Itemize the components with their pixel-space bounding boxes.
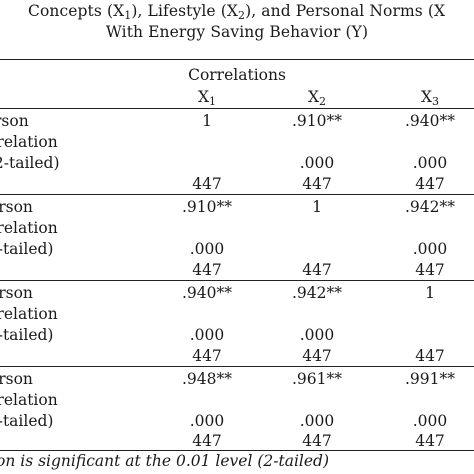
row-label-sig: . 2-tailed) — [0, 326, 54, 344]
cell-pearson-r2-x3: .942** — [404, 198, 455, 216]
row-label-pearson: arson — [0, 370, 33, 388]
cell-n-r1-x1: 447 — [192, 175, 222, 193]
cell-n-r3-x3: 447 — [415, 347, 445, 365]
row-label-correlation: rrelation — [0, 391, 58, 409]
cell-sig-r4-x3: .000 — [412, 412, 448, 430]
cell-n-r4-x1: 447 — [192, 432, 222, 450]
table-title-line-1: Concepts (X1), Lifestyle (X2), and Perso… — [28, 2, 446, 22]
row-label-correlation: rrelation — [0, 219, 58, 237]
column-header-x3: X3 — [420, 88, 440, 108]
row-label-sig: . (2-tailed) — [0, 154, 60, 172]
cell-pearson-r3-x2: .942** — [291, 284, 342, 302]
row-label-correlation: rrelation — [0, 305, 58, 323]
cell-n-r3-x2: 447 — [302, 347, 332, 365]
block-rule-2 — [0, 280, 474, 281]
cell-pearson-r3-x1: .940** — [181, 284, 232, 302]
table-caption: Correlations — [188, 66, 286, 84]
row-label-pearson: rson — [0, 112, 29, 130]
row-label-correlation: rrelation — [0, 133, 58, 151]
cell-pearson-r4-x2: .961** — [291, 370, 342, 388]
cell-n-r2-x2: 447 — [302, 261, 332, 279]
cell-n-r2-x3: 447 — [415, 261, 445, 279]
row-label-pearson: arson — [0, 284, 33, 302]
block-rule-3 — [0, 366, 474, 367]
row-label-sig: . 2-tailed) — [0, 240, 54, 258]
cell-sig-r4-x2: .000 — [299, 412, 335, 430]
cell-pearson-r2-x2: 1 — [312, 198, 322, 216]
cell-n-r2-x1: 447 — [192, 261, 222, 279]
cell-sig-r2-x1: .000 — [189, 240, 225, 258]
cell-n-r1-x3: 447 — [415, 175, 445, 193]
column-header-x2: X2 — [307, 88, 327, 108]
bottom-rule — [0, 450, 474, 451]
cell-sig-r4-x1: .000 — [189, 412, 225, 430]
cell-n-r3-x1: 447 — [192, 347, 222, 365]
cell-pearson-r1-x3: .940** — [404, 112, 455, 130]
cell-pearson-r1-x1: 1 — [202, 112, 212, 130]
row-label-sig: . 2-tailed) — [0, 412, 54, 430]
block-rule-1 — [0, 194, 474, 195]
cell-n-r4-x3: 447 — [415, 432, 445, 450]
row-label-pearson: arson — [0, 198, 33, 216]
table-title-line-2: With Energy Saving Behavior (Y) — [105, 23, 369, 41]
cell-sig-r3-x1: .000 — [189, 326, 225, 344]
table-footnote: on is significant at the 0.01 level (2-t… — [0, 452, 330, 470]
cell-n-r1-x2: 447 — [302, 175, 332, 193]
cell-sig-r3-x2: .000 — [299, 326, 335, 344]
cell-sig-r1-x2: .000 — [299, 154, 335, 172]
cell-pearson-r3-x3: 1 — [425, 284, 435, 302]
cell-n-r4-x2: 447 — [302, 432, 332, 450]
cell-sig-r1-x3: .000 — [412, 154, 448, 172]
column-header-x1: X1 — [197, 88, 217, 108]
cell-sig-r2-x3: .000 — [412, 240, 448, 258]
header-rule — [0, 108, 474, 109]
top-rule — [0, 59, 474, 60]
cell-pearson-r4-x1: .948** — [181, 370, 232, 388]
cell-pearson-r4-x3: .991** — [404, 370, 455, 388]
cell-pearson-r1-x2: .910** — [291, 112, 342, 130]
cell-pearson-r2-x1: .910** — [181, 198, 232, 216]
